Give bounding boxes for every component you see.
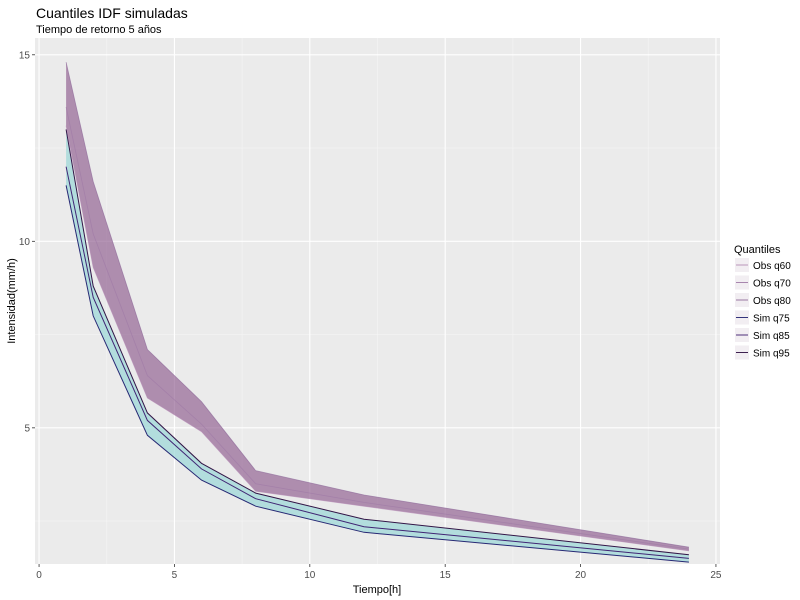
legend-label: Obs q70 [753, 279, 791, 290]
legend-item-obs-q80: Obs q80 [735, 293, 791, 307]
legend-label: Sim q75 [753, 314, 790, 325]
legend-label: Obs q80 [753, 296, 791, 307]
legend-label: Sim q85 [753, 331, 790, 342]
legend-item-sim-q75: Sim q75 [735, 310, 790, 325]
series-line-sim-q95 [65, 129, 689, 556]
chart-title: Cuantiles IDF simuladas [36, 5, 188, 21]
y-axis: 5 10 15 [19, 50, 35, 434]
legend-label: Obs q60 [753, 261, 791, 272]
x-tick-label: 5 [172, 570, 178, 581]
legend-item-obs-q70: Obs q70 [735, 275, 791, 290]
y-tick-label: 10 [19, 237, 31, 248]
ribbon-layer [66, 62, 689, 563]
series-line-sim-q85 [65, 166, 689, 559]
x-tick-label: 10 [304, 570, 316, 581]
series-line-obs-q80 [65, 62, 689, 548]
series-line-obs-q70 [65, 106, 689, 550]
legend-item-sim-q85: Sim q85 [735, 328, 790, 342]
legend-label: Sim q95 [753, 349, 790, 360]
series-line-obs-q60 [65, 125, 689, 552]
x-axis: 0 5 10 15 20 25 [36, 564, 722, 581]
x-axis-title: Tiempo[h] [353, 584, 402, 596]
y-tick-label: 5 [24, 423, 30, 434]
legend: Quantiles Obs q60 Obs q70 Obs q80 Sim q75 Si… [734, 244, 791, 360]
legend-title: Quantiles [734, 244, 781, 256]
legend-item-sim-q95: Sim q95 [735, 345, 790, 360]
series-lines [65, 62, 689, 563]
x-tick-label: 25 [710, 570, 722, 581]
x-tick-label: 15 [440, 570, 452, 581]
chart-subtitle: Tiempo de retorno 5 años [36, 24, 162, 36]
x-tick-label: 0 [36, 570, 42, 581]
x-tick-label: 20 [575, 570, 587, 581]
major-grid [35, 38, 720, 564]
series-line-sim-q75 [65, 185, 689, 563]
y-axis-title: Intensidad(mm/h) [6, 258, 18, 344]
obs-ribbon [66, 62, 689, 551]
legend-item-obs-q60: Obs q60 [735, 258, 791, 272]
y-tick-label: 15 [19, 50, 31, 61]
